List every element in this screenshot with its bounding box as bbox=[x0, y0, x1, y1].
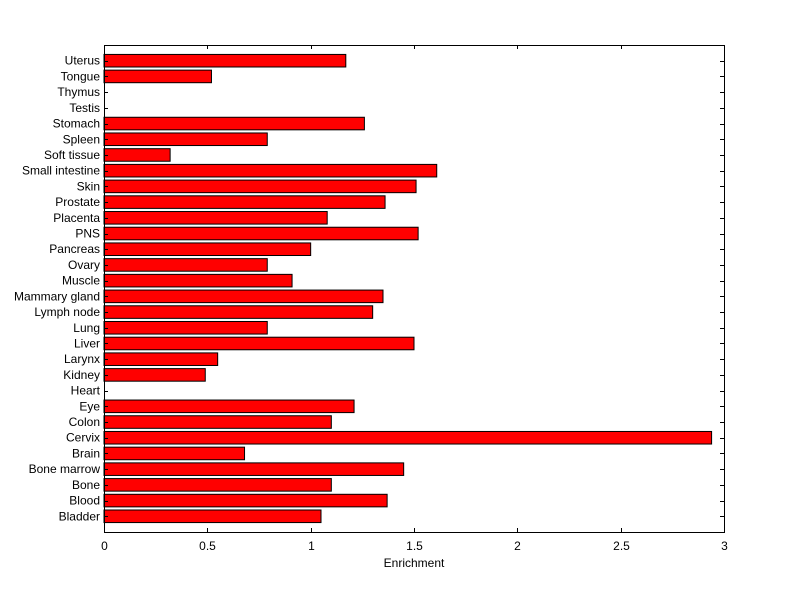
bar-bone bbox=[103, 478, 332, 492]
bar-prostate bbox=[103, 195, 386, 209]
y-tick-label: Bone bbox=[72, 478, 100, 492]
bar-lymph-node bbox=[103, 305, 374, 319]
y-tick-label: Small intestine bbox=[22, 164, 100, 178]
y-tick-label: Thymus bbox=[57, 85, 100, 99]
plot-area-frame bbox=[104, 45, 725, 533]
y-tick-label: Skin bbox=[77, 179, 100, 193]
bar-liver bbox=[103, 336, 415, 351]
x-tick-label: 1 bbox=[308, 539, 315, 553]
bar-lung bbox=[103, 320, 268, 335]
bar-tongue bbox=[103, 69, 212, 84]
x-tick-label: 0 bbox=[101, 539, 108, 553]
y-tick-label: Blood bbox=[69, 494, 100, 508]
y-tick-label: Placenta bbox=[53, 211, 100, 225]
bar-eye bbox=[103, 399, 355, 414]
y-tick-label: Larynx bbox=[64, 352, 100, 366]
y-tick-label: Lymph node bbox=[34, 305, 100, 319]
x-axis-label: Enrichment bbox=[384, 556, 445, 570]
bar-muscle bbox=[103, 273, 293, 288]
y-tick-label: PNS bbox=[75, 227, 100, 241]
bar-cervix bbox=[103, 430, 713, 445]
bar-bone-marrow bbox=[103, 462, 405, 476]
bar-stomach bbox=[103, 116, 365, 131]
bar-pns bbox=[103, 226, 419, 241]
bar-colon bbox=[103, 415, 332, 429]
y-tick-label: Heart bbox=[71, 384, 101, 398]
bar-kidney bbox=[103, 368, 206, 382]
x-tick-label: 2.5 bbox=[613, 539, 630, 553]
y-tick-label: Prostate bbox=[55, 195, 100, 209]
x-tick-label: 1.5 bbox=[406, 539, 423, 553]
y-tick-label: Stomach bbox=[53, 117, 100, 131]
y-tick-label: Tongue bbox=[61, 69, 101, 83]
y-tick-label: Bone marrow bbox=[29, 462, 101, 476]
x-tick-label: 2 bbox=[514, 539, 521, 553]
bar-mammary-gland bbox=[103, 289, 384, 304]
y-tick-label: Uterus bbox=[65, 54, 100, 68]
bar-pancreas bbox=[103, 242, 312, 257]
x-tick-label: 0.5 bbox=[199, 539, 216, 553]
bars-group bbox=[103, 53, 713, 524]
bar-soft-tissue bbox=[103, 148, 171, 162]
y-tick-label: Testis bbox=[69, 101, 100, 115]
bar-spleen bbox=[103, 132, 268, 147]
y-tick-label: Cervix bbox=[66, 431, 100, 445]
bar-blood bbox=[103, 493, 388, 508]
y-tick-label: Bladder bbox=[59, 509, 100, 523]
y-tick-label: Soft tissue bbox=[44, 148, 100, 162]
y-tick-label: Spleen bbox=[63, 132, 100, 146]
bar-larynx bbox=[103, 352, 219, 366]
y-tick-label: Brain bbox=[72, 446, 100, 460]
bar-brain bbox=[103, 446, 246, 461]
bar-small-intestine bbox=[103, 163, 438, 178]
y-tick-label: Muscle bbox=[62, 274, 100, 288]
y-tick-label: Ovary bbox=[68, 258, 100, 272]
bar-bladder bbox=[103, 509, 322, 524]
bar-placenta bbox=[103, 211, 328, 225]
x-tick-label: 3 bbox=[721, 539, 728, 553]
y-tick-label: Eye bbox=[79, 399, 100, 413]
y-tick-label: Mammary gland bbox=[14, 289, 100, 303]
y-tick-label: Colon bbox=[69, 415, 100, 429]
bar-uterus bbox=[103, 53, 347, 68]
y-tick-label: Kidney bbox=[63, 368, 100, 382]
y-tick-label: Lung bbox=[73, 321, 100, 335]
bar-skin bbox=[103, 179, 417, 194]
y-tick-label: Pancreas bbox=[49, 242, 100, 256]
y-tick-label: Liver bbox=[74, 336, 100, 350]
bar-ovary bbox=[103, 258, 268, 272]
